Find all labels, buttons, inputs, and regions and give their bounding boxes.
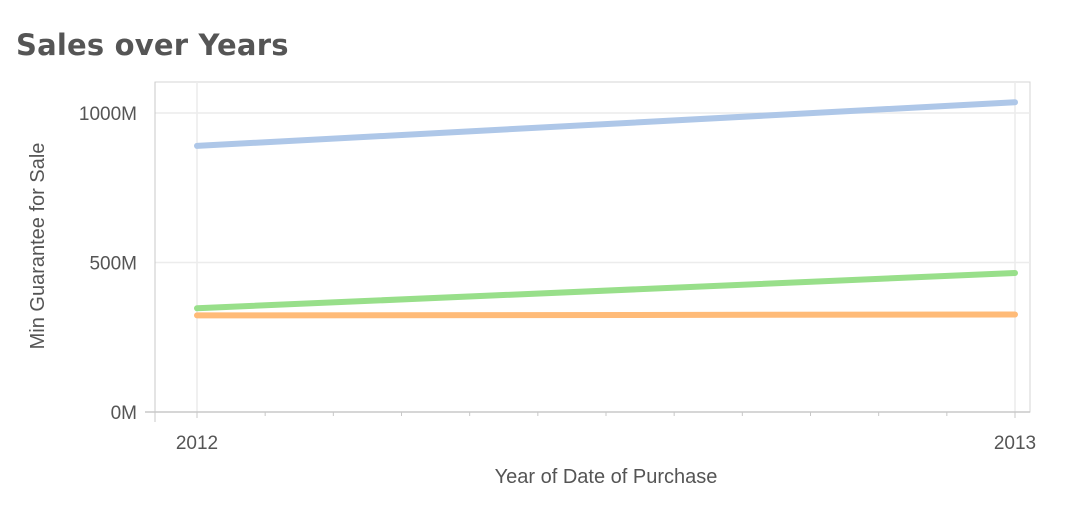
y-tick-label: 1000M (79, 104, 137, 125)
x-tick-label: 2013 (994, 433, 1036, 454)
x-axis-label: Year of Date of Purchase (495, 466, 718, 488)
series-line-3[interactable] (197, 315, 1015, 316)
x-tick-label: 2012 (176, 433, 218, 454)
plot-area-border (155, 82, 1030, 412)
series-line-2[interactable] (197, 273, 1015, 308)
series-line-1[interactable] (197, 102, 1015, 146)
y-tick-label: 0M (111, 403, 137, 424)
y-axis-label: Min Guarantee for Sale (27, 143, 49, 350)
y-tick-label: 500M (89, 254, 137, 275)
